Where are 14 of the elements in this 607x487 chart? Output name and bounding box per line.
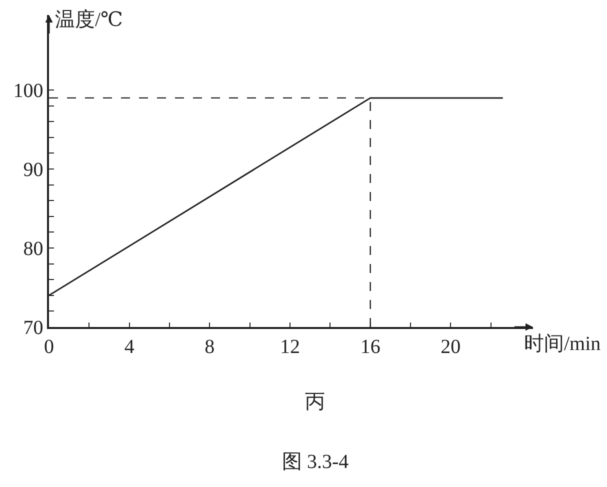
- y-tick-label: 90: [23, 159, 44, 182]
- text: 丙: [305, 391, 325, 413]
- x-tick-label: 12: [280, 336, 300, 358]
- x-tick-label: 4: [124, 336, 134, 358]
- x-tick-label: 20: [440, 336, 461, 358]
- x-axis-title: 时间/min: [524, 333, 601, 355]
- y-tick-label: 70: [23, 317, 44, 339]
- y-tick-label: 80: [23, 238, 44, 260]
- y-axis-title: 温度/℃: [55, 9, 123, 31]
- y-tick-label: 100: [13, 80, 44, 102]
- x-tick-label: 16: [360, 336, 380, 358]
- x-tick-label: 8: [204, 336, 215, 358]
- x-tick-label: 0: [44, 336, 54, 358]
- caption: 图 3.3-4: [282, 451, 349, 473]
